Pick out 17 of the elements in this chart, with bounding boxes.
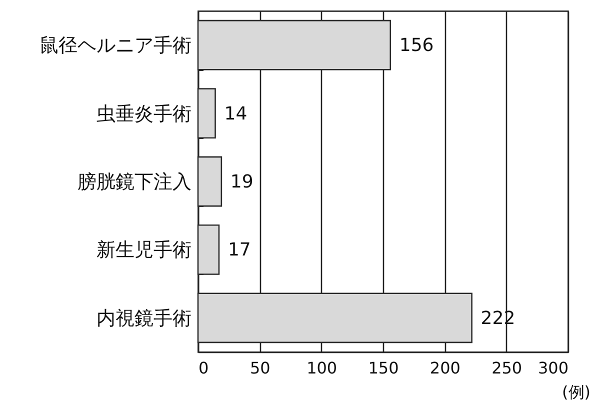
y-tick-label: 膀胱鏡下注入 — [78, 171, 192, 193]
y-tick-label: 新生児手術 — [96, 239, 192, 262]
x-tick-label: 100 — [306, 358, 338, 378]
data-label: 19 — [230, 172, 254, 192]
x-tick-label: 0 — [198, 358, 209, 378]
data-label: 156 — [399, 35, 434, 56]
x-tick-label: 150 — [368, 358, 399, 378]
y-tick-label: 内視鏡手術 — [96, 307, 192, 330]
x-tick-label: 300 — [538, 358, 568, 378]
data-label: 14 — [224, 103, 248, 124]
y-tick-label: 鼠径ヘルニア手術 — [40, 34, 192, 57]
x-tick-label: 50 — [250, 358, 270, 378]
x-tick-label: 250 — [492, 358, 522, 378]
y-tick-label: 虫垂炎手術 — [96, 102, 192, 125]
x-tick-label: 200 — [430, 358, 460, 378]
x-axis-title: (例) — [562, 382, 590, 402]
data-label: 17 — [228, 240, 251, 261]
